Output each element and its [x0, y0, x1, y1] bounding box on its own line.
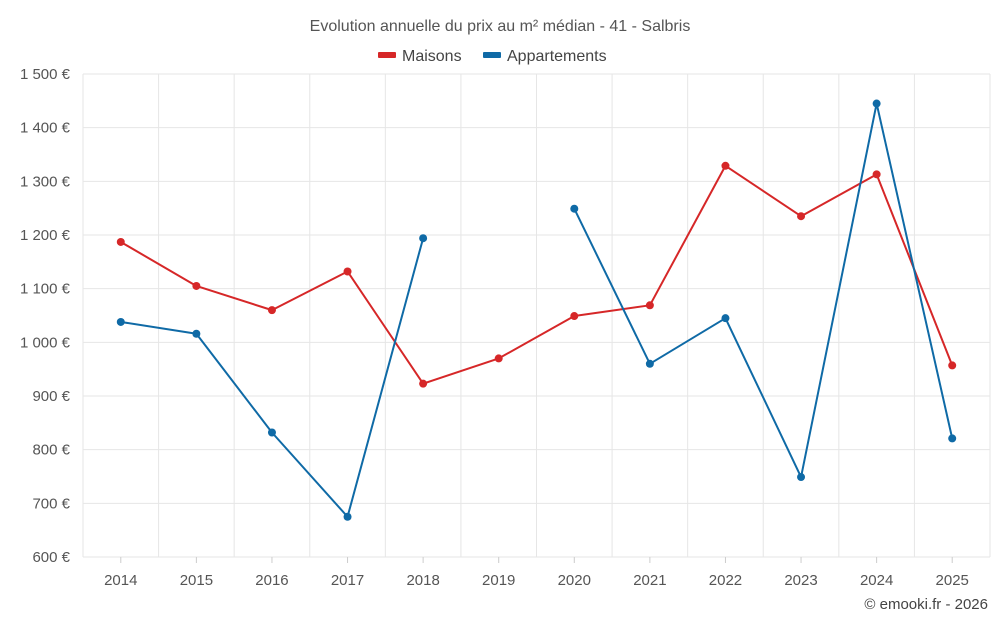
x-tick-label: 2024 — [860, 572, 893, 589]
data-point-maisons[interactable] — [797, 212, 806, 221]
data-point-maisons[interactable] — [872, 170, 881, 179]
series-maisons — [116, 161, 957, 388]
x-tick-label: 2021 — [633, 572, 666, 589]
y-tick-label: 1 000 € — [20, 334, 71, 351]
legend-label-maisons: Maisons — [402, 48, 462, 65]
x-tick-label: 2023 — [784, 572, 817, 589]
legend-item-maisons[interactable]: Maisons — [378, 48, 462, 65]
series-appartements — [116, 99, 957, 521]
x-tick-label: 2015 — [180, 572, 213, 589]
data-point-maisons[interactable] — [721, 161, 730, 170]
data-point-maisons[interactable] — [948, 361, 957, 370]
data-point-maisons[interactable] — [570, 312, 579, 321]
legend[interactable]: Maisons Appartements — [378, 48, 607, 65]
x-tick-label: 2018 — [406, 572, 439, 589]
x-tick-label: 2020 — [558, 572, 591, 589]
data-point-appartements[interactable] — [645, 359, 654, 368]
y-tick-label: 1 400 € — [20, 120, 71, 137]
chart-title: Evolution annuelle du prix au m² médian … — [310, 18, 691, 35]
series-line-appartements — [573, 102, 954, 479]
data-point-appartements[interactable] — [419, 234, 428, 243]
y-tick-label: 1 300 € — [20, 173, 71, 190]
y-tick-label: 700 € — [32, 495, 70, 512]
data-point-appartements[interactable] — [721, 314, 730, 323]
data-point-appartements[interactable] — [343, 512, 352, 521]
grid — [82, 73, 991, 558]
legend-swatch-appartements — [483, 52, 501, 58]
x-tick-label: 2017 — [331, 572, 364, 589]
credit: © emooki.fr - 2026 — [864, 596, 988, 613]
series-line-maisons — [120, 164, 954, 385]
x-tick-label: 2014 — [104, 572, 137, 589]
series-group — [116, 99, 957, 521]
data-point-maisons[interactable] — [419, 379, 428, 388]
data-point-appartements[interactable] — [797, 473, 806, 482]
data-point-appartements[interactable] — [267, 428, 276, 437]
data-point-appartements[interactable] — [192, 329, 201, 338]
data-point-maisons[interactable] — [343, 267, 352, 276]
y-tick-label: 1 200 € — [20, 227, 71, 244]
y-axis-ticks: 600 € 700 € 800 € 900 € 1 000 € 1 100 € 1 200 … — [20, 66, 71, 566]
y-tick-label: 600 € — [32, 549, 70, 566]
data-point-maisons[interactable] — [192, 281, 201, 290]
data-point-appartements[interactable] — [872, 99, 881, 108]
series-line-appartements — [120, 237, 425, 518]
data-point-appartements[interactable] — [116, 317, 125, 326]
data-point-maisons[interactable] — [116, 237, 125, 246]
data-point-maisons[interactable] — [267, 306, 276, 315]
data-point-appartements[interactable] — [570, 204, 579, 213]
data-point-maisons[interactable] — [494, 354, 503, 363]
x-axis-ticks: 2014 2015 2016 2017 2018 2019 2020 2021 2022 2023… — [104, 557, 969, 589]
data-point-appartements[interactable] — [948, 434, 957, 443]
y-tick-label: 800 € — [32, 442, 70, 459]
legend-swatch-maisons — [378, 52, 396, 58]
y-tick-label: 1 500 € — [20, 66, 71, 83]
x-tick-label: 2019 — [482, 572, 515, 589]
x-tick-label: 2016 — [255, 572, 288, 589]
x-tick-label: 2022 — [709, 572, 742, 589]
data-point-maisons[interactable] — [645, 301, 654, 310]
y-tick-label: 900 € — [32, 388, 70, 405]
legend-label-appartements: Appartements — [507, 48, 607, 65]
y-tick-label: 1 100 € — [20, 281, 71, 298]
x-tick-label: 2025 — [936, 572, 969, 589]
legend-item-appartements[interactable]: Appartements — [483, 48, 607, 65]
